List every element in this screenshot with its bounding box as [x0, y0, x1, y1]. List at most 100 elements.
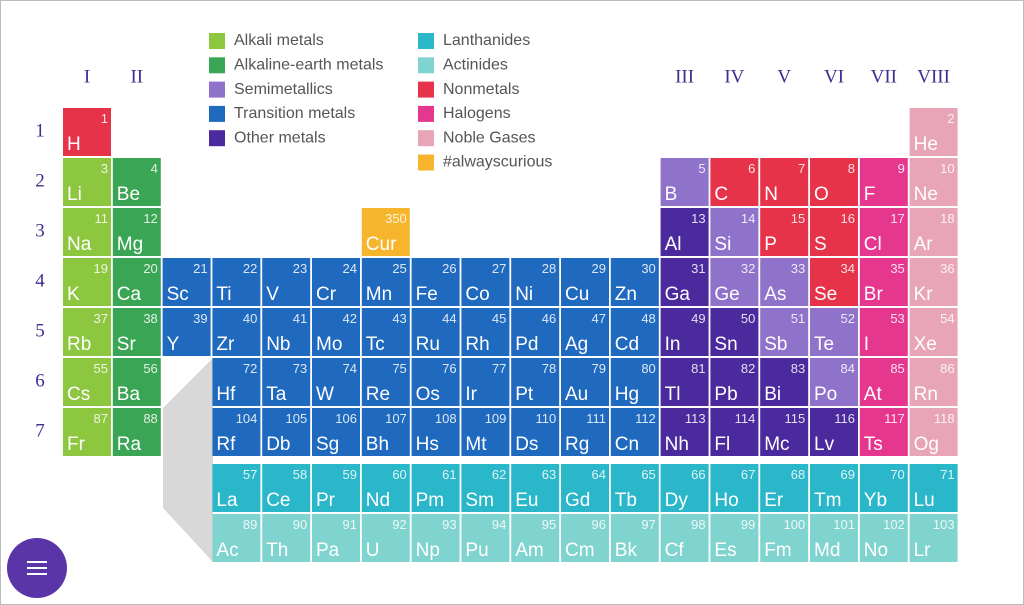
element-cell[interactable]: 19 K [63, 258, 111, 306]
element-cell[interactable]: 105 Db [262, 408, 311, 456]
element-cell[interactable]: 40 Zr [212, 308, 261, 356]
element-cell[interactable]: 14 Si [710, 208, 759, 256]
element-cell[interactable]: 47 Ag [561, 308, 609, 356]
element-cell[interactable]: 71 Lu [909, 464, 958, 512]
element-cell[interactable]: 7N [760, 158, 809, 206]
element-cell[interactable]: 114 Fl [710, 408, 759, 456]
element-cell[interactable]: 74 W [312, 358, 360, 406]
element-cell[interactable]: 63 Eu [511, 464, 560, 512]
element-cell[interactable]: 118 Og [909, 408, 958, 456]
element-cell[interactable]: 102 No [859, 514, 908, 562]
element-cell[interactable]: 36 Kr [909, 258, 958, 306]
element-cell[interactable]: 77 Ir [461, 358, 510, 406]
element-cell[interactable]: 87 Fr [63, 408, 111, 456]
element-cell[interactable]: 18 Ar [909, 208, 958, 256]
element-cell[interactable]: 350 Cur [361, 208, 410, 256]
element-cell[interactable]: 90 Th [262, 514, 311, 562]
element-cell[interactable]: 72 Hf [212, 358, 261, 406]
element-cell[interactable]: 57 La [212, 464, 261, 512]
element-cell[interactable]: 46 Pd [511, 308, 560, 356]
element-cell[interactable]: 108 Hs [411, 408, 460, 456]
element-cell[interactable]: 22 Ti [212, 258, 261, 306]
element-cell[interactable]: 3 Li [63, 158, 111, 206]
element-cell[interactable]: 116 Lv [810, 408, 858, 456]
element-cell[interactable]: 5B [660, 158, 709, 206]
element-cell[interactable]: 24 Cr [312, 258, 360, 306]
element-cell[interactable]: 98 Cf [660, 514, 709, 562]
element-cell[interactable]: 65 Tb [610, 464, 659, 512]
element-cell[interactable]: 28 Ni [511, 258, 560, 306]
element-cell[interactable]: 33 As [760, 258, 809, 306]
element-cell[interactable]: 89 Ac [212, 514, 261, 562]
element-cell[interactable]: 51 Sb [760, 308, 809, 356]
element-cell[interactable]: 92 U [361, 514, 410, 562]
element-cell[interactable]: 95 Am [511, 514, 560, 562]
element-cell[interactable]: 101 Md [810, 514, 858, 562]
element-cell[interactable]: 82 Pb [710, 358, 759, 406]
element-cell[interactable]: 85 At [859, 358, 908, 406]
element-cell[interactable]: 68 Er [760, 464, 809, 512]
element-cell[interactable]: 35 Br [859, 258, 908, 306]
element-cell[interactable]: 15 P [760, 208, 809, 256]
element-cell[interactable]: 113 Nh [660, 408, 709, 456]
element-cell[interactable]: 13 Al [660, 208, 709, 256]
element-cell[interactable]: 55 Cs [63, 358, 111, 406]
element-cell[interactable]: 110 Ds [511, 408, 560, 456]
element-cell[interactable]: 83 Bi [760, 358, 809, 406]
element-cell[interactable]: 79 Au [561, 358, 609, 406]
element-cell[interactable]: 99 Es [710, 514, 759, 562]
element-cell[interactable]: 38 Sr [112, 308, 161, 356]
element-cell[interactable]: 52 Te [810, 308, 858, 356]
element-cell[interactable]: 8O [810, 158, 858, 206]
element-cell[interactable]: 78 Pt [511, 358, 560, 406]
element-cell[interactable]: 109 Mt [461, 408, 510, 456]
element-cell[interactable]: 4 Be [112, 158, 161, 206]
element-cell[interactable]: 59 Pr [312, 464, 360, 512]
element-cell[interactable]: 49 In [660, 308, 709, 356]
element-cell[interactable]: 81 Tl [660, 358, 709, 406]
element-cell[interactable]: 16 S [810, 208, 858, 256]
element-cell[interactable]: 9F [859, 158, 908, 206]
element-cell[interactable]: 2 He [909, 108, 958, 156]
element-cell[interactable]: 94 Pu [461, 514, 510, 562]
element-cell[interactable]: 53 I [859, 308, 908, 356]
element-cell[interactable]: 17 Cl [859, 208, 908, 256]
element-cell[interactable]: 106 Sg [312, 408, 360, 456]
element-cell[interactable]: 39 Y [162, 308, 211, 356]
element-cell[interactable]: 23 V [262, 258, 311, 306]
element-cell[interactable]: 96 Cm [561, 514, 609, 562]
element-cell[interactable]: 84 Po [810, 358, 858, 406]
element-cell[interactable]: 112 Cn [610, 408, 659, 456]
element-cell[interactable]: 61 Pm [411, 464, 460, 512]
menu-button[interactable] [7, 538, 67, 598]
